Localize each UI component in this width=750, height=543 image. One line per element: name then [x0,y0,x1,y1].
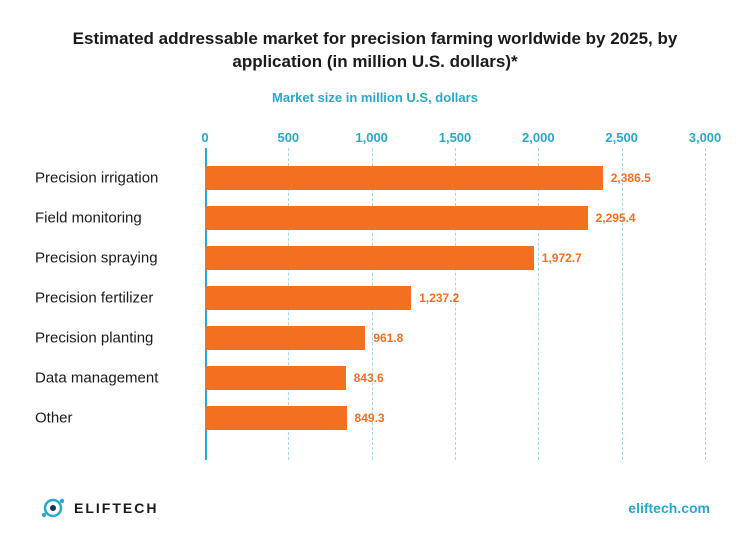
x-tick-label: 1,500 [439,130,472,145]
brand-name: ELIFTECH [74,500,158,516]
x-tick-label: 500 [277,130,299,145]
chart-title: Estimated addressable market for precisi… [0,0,750,74]
category-label: Field monitoring [35,210,195,227]
bar [205,366,346,390]
eliftech-logo-icon [40,495,66,521]
gridline [622,148,623,460]
bar [205,246,534,270]
x-tick-label: 1,000 [355,130,388,145]
plot-region: 05001,0001,5002,0002,5003,0002,386.52,29… [205,130,705,460]
category-label: Other [35,410,195,427]
x-tick-label: 0 [201,130,208,145]
value-label: 1,972.7 [542,251,582,265]
category-label: Precision spraying [35,250,195,267]
value-label: 843.6 [354,371,384,385]
bar [205,206,588,230]
value-label: 849.3 [355,411,385,425]
bar [205,326,365,350]
brand: ELIFTECH [40,495,158,521]
bar [205,286,411,310]
category-label: Data management [35,370,195,387]
value-label: 2,386.5 [611,171,651,185]
value-label: 2,295.4 [596,211,636,225]
bar [205,406,347,430]
x-tick-label: 3,000 [689,130,722,145]
value-label: 1,237.2 [419,291,459,305]
x-tick-label: 2,000 [522,130,555,145]
chart-subtitle: Market size in million U.S, dollars [0,90,750,105]
gridline [538,148,539,460]
footer: ELIFTECH eliftech.com [40,493,710,523]
bar [205,166,603,190]
value-label: 961.8 [373,331,403,345]
category-label: Precision planting [35,330,195,347]
x-tick-label: 2,500 [605,130,638,145]
brand-url[interactable]: eliftech.com [628,500,710,516]
chart-area: 0 500 1,000 1,500 2,000 2,500 3,000 2,386.5 2,29… [40,130,720,460]
category-label: Precision irrigation [35,170,195,187]
category-label: Precision fertilizer [35,290,195,307]
gridline [705,148,706,460]
